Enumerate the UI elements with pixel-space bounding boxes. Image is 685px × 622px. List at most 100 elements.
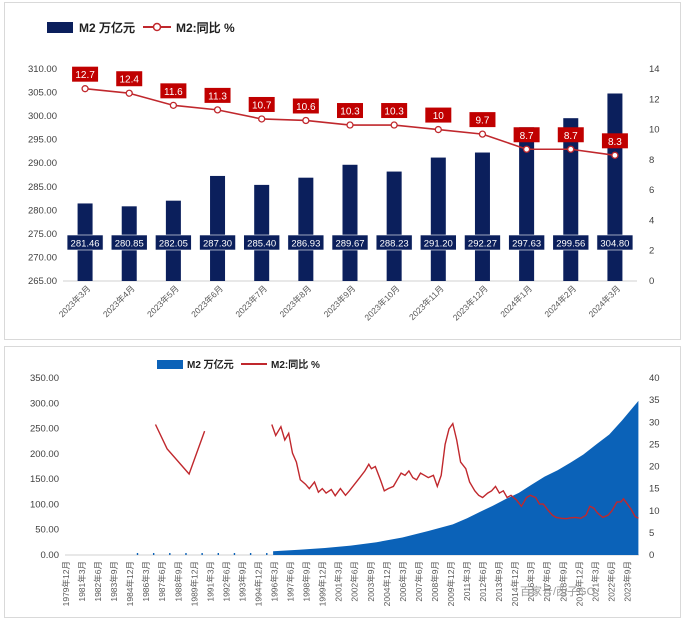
yoy-value-label-bg [425, 107, 452, 123]
yoy-point [567, 145, 575, 153]
x-axis-tick: 1986年3月 [141, 561, 151, 602]
watermark-text: 百家号/西子GO [520, 584, 596, 598]
x-axis-tick: 2009年12月 [446, 561, 456, 606]
bar-value-label-bg [66, 234, 104, 251]
x-axis-tick: 2006年3月 [398, 561, 408, 602]
x-axis-tick: 1989年12月 [189, 561, 199, 606]
yoy-point [390, 121, 398, 129]
x-axis-tick: 2023年5月 [145, 283, 181, 319]
legend-line-marker [152, 22, 162, 32]
yoy-point [478, 130, 487, 138]
legend-area-swatch [157, 360, 183, 369]
right-axis-tick: 2 [649, 246, 654, 257]
x-axis-tick: 2011年3月 [462, 561, 472, 601]
bar-value-label: 281.46 [71, 239, 100, 250]
m2-area [273, 400, 639, 555]
yoy-value-label-bg [337, 103, 363, 119]
right-axis-tick: 0 [649, 276, 654, 287]
bar-value-label: 287.30 [203, 239, 232, 250]
x-axis-tick: 2023年9月 [622, 561, 632, 602]
x-axis-tick: 2012年6月 [478, 561, 488, 602]
x-axis-tick: 1982年6月 [93, 561, 103, 602]
bar-value-label-bg [287, 234, 325, 251]
m2-history-chart: M2 万亿元 M2:同比 % 0.00 50.00 100.00 150.00 200.00… [30, 358, 660, 606]
left-axis-tick: 275.00 [28, 229, 57, 240]
bar-value-label-bg [375, 234, 413, 251]
m2-early-mark [217, 553, 219, 555]
yoy-point [169, 101, 178, 109]
right-axis-tick: 25 [649, 439, 660, 450]
x-axis-tick: 2023年11月 [407, 283, 446, 322]
x-axis-tick: 2002年6月 [350, 561, 360, 602]
right-axis-tick: 10 [649, 125, 660, 136]
yoy-value-label: 10.3 [384, 107, 404, 118]
bar-value-label-bg [199, 234, 236, 251]
left-axis-tick: 310.00 [28, 64, 57, 75]
yoy-point [611, 151, 619, 159]
x-axis-tick: 2022年6月 [606, 561, 616, 602]
legend-bar-label: M2 万亿元 [79, 20, 135, 35]
x-axis-tick: 1998年9月 [302, 561, 312, 602]
x-axis-tick: 1996年3月 [270, 561, 280, 602]
x-axis-tick: 2004年12月 [382, 561, 392, 606]
left-axis-tick: 280.00 [28, 205, 57, 216]
x-axis-tick: 2021年3月 [590, 561, 600, 602]
m2-early-mark [266, 553, 268, 555]
m2-history-chart-panel: M2 万亿元 M2:同比 % 0.00 50.00 100.00 150.00 200.00… [4, 346, 681, 618]
x-axis-tick: 2023年6月 [189, 283, 225, 319]
right-axis-tick: 14 [649, 64, 660, 75]
bar-value-label: 285.40 [247, 239, 276, 250]
bar [298, 177, 314, 281]
bar-value-label: 304.80 [600, 239, 629, 250]
bar-value-label-bg [155, 234, 192, 251]
x-axis-tick: 2003年9月 [366, 561, 376, 602]
x-axis-tick: 2023年4月 [101, 283, 137, 319]
x-axis-tick: 2023年8月 [277, 283, 313, 319]
yoy-value-label-bg [601, 133, 628, 149]
yoy-value-label-bg [381, 103, 408, 119]
yoy-line-segment-2 [271, 421, 639, 520]
right-axis-tick: 10 [649, 506, 660, 517]
m2-monthly-chart: M2 万亿元 M2:同比 % 265.00 270.00 275.00 280.00 285… [28, 20, 660, 322]
x-axis-tick: 2007年6月 [414, 561, 424, 602]
x-axis-tick: 2024年1月 [498, 283, 534, 319]
left-axis-tick: 305.00 [28, 88, 57, 99]
right-axis-tick: 6 [649, 185, 654, 196]
x-axis-tick: 1993年9月 [237, 561, 247, 602]
left-axis-tick: 250.00 [30, 424, 59, 435]
left-axis-tick: 270.00 [28, 252, 57, 263]
x-axis-tick: 1997年6月 [286, 561, 296, 602]
bar-value-label-bg [420, 234, 457, 251]
bar [430, 157, 446, 281]
bar [474, 152, 490, 281]
x-axis-tick: 2023年10月 [362, 283, 401, 322]
bar-value-label-bg [552, 234, 590, 251]
left-axis-tick: 300.00 [30, 398, 59, 409]
bar-value-label: 286.93 [291, 239, 320, 250]
yoy-value-label: 10.6 [296, 102, 316, 113]
yoy-value-label-bg [557, 127, 584, 143]
bar-value-label: 292.27 [468, 239, 497, 250]
yoy-point [81, 85, 89, 93]
x-axis-tick: 1994年12月 [253, 561, 263, 606]
right-axis-tick: 40 [649, 373, 660, 384]
bar-value-label: 291.20 [424, 239, 453, 250]
yoy-value-label: 12.4 [119, 75, 139, 86]
x-axis-tick: 2023年9月 [322, 283, 358, 319]
x-axis-tick: 1991年3月 [205, 561, 215, 602]
m2-early-mark [185, 553, 187, 555]
yoy-value-label-bg [248, 96, 275, 112]
left-axis-tick: 150.00 [30, 474, 59, 485]
right-axis-tick: 5 [649, 528, 654, 539]
bar-value-label: 289.67 [335, 239, 364, 250]
bar [386, 171, 402, 281]
yoy-point [434, 125, 442, 134]
right-axis-tick: 8 [649, 155, 654, 166]
bar-value-label-bg [331, 234, 369, 251]
x-axis-tick: 1987年6月 [157, 561, 167, 602]
left-axis-tick: 50.00 [35, 525, 59, 536]
yoy-value-label-bg [469, 112, 496, 128]
x-axis-tick: 2024年2月 [542, 283, 578, 319]
right-axis-tick: 0 [649, 550, 654, 561]
x-axis-tick: 2018年9月 [558, 561, 568, 602]
